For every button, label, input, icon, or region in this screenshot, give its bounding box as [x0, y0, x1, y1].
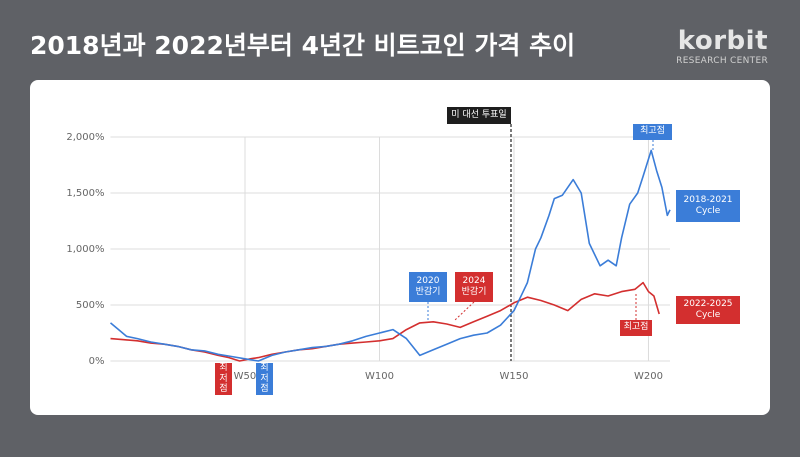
series-line: [110, 281, 660, 362]
annotation: 미 대선 투표일: [447, 107, 511, 124]
series-line: [109, 149, 671, 362]
annotation: 2024 반감기: [455, 272, 493, 302]
arrow: [454, 301, 475, 321]
x-tick-label: W50: [234, 371, 257, 382]
brand-sub: RESEARCH CENTER: [676, 56, 768, 66]
y-tick-label: 2,000%: [66, 132, 104, 143]
annotation: 최저점: [256, 363, 273, 395]
legend-entry: 2018-2021 Cycle: [676, 190, 740, 222]
annotation: 2020 반감기: [409, 272, 447, 302]
annotation: 최저점: [215, 363, 232, 395]
y-tick-label: 1,500%: [66, 188, 104, 199]
title: 2018년과 2022년부터 4년간 비트코인 가격 추이: [30, 31, 576, 60]
x-tick-label: W150: [499, 371, 528, 382]
brand: korbit: [677, 26, 768, 56]
annotation: 최고점: [633, 124, 672, 140]
y-tick-label: 500%: [76, 300, 105, 311]
legend-entry: 2022-2025 Cycle: [676, 296, 740, 324]
y-tick-label: 0%: [89, 356, 105, 367]
y-tick-label: 1,000%: [66, 244, 104, 255]
decor: [427, 124, 654, 361]
x-tick-label: W100: [365, 371, 394, 382]
x-tick-label: W200: [634, 371, 663, 382]
annotation: 최고점: [620, 320, 652, 336]
